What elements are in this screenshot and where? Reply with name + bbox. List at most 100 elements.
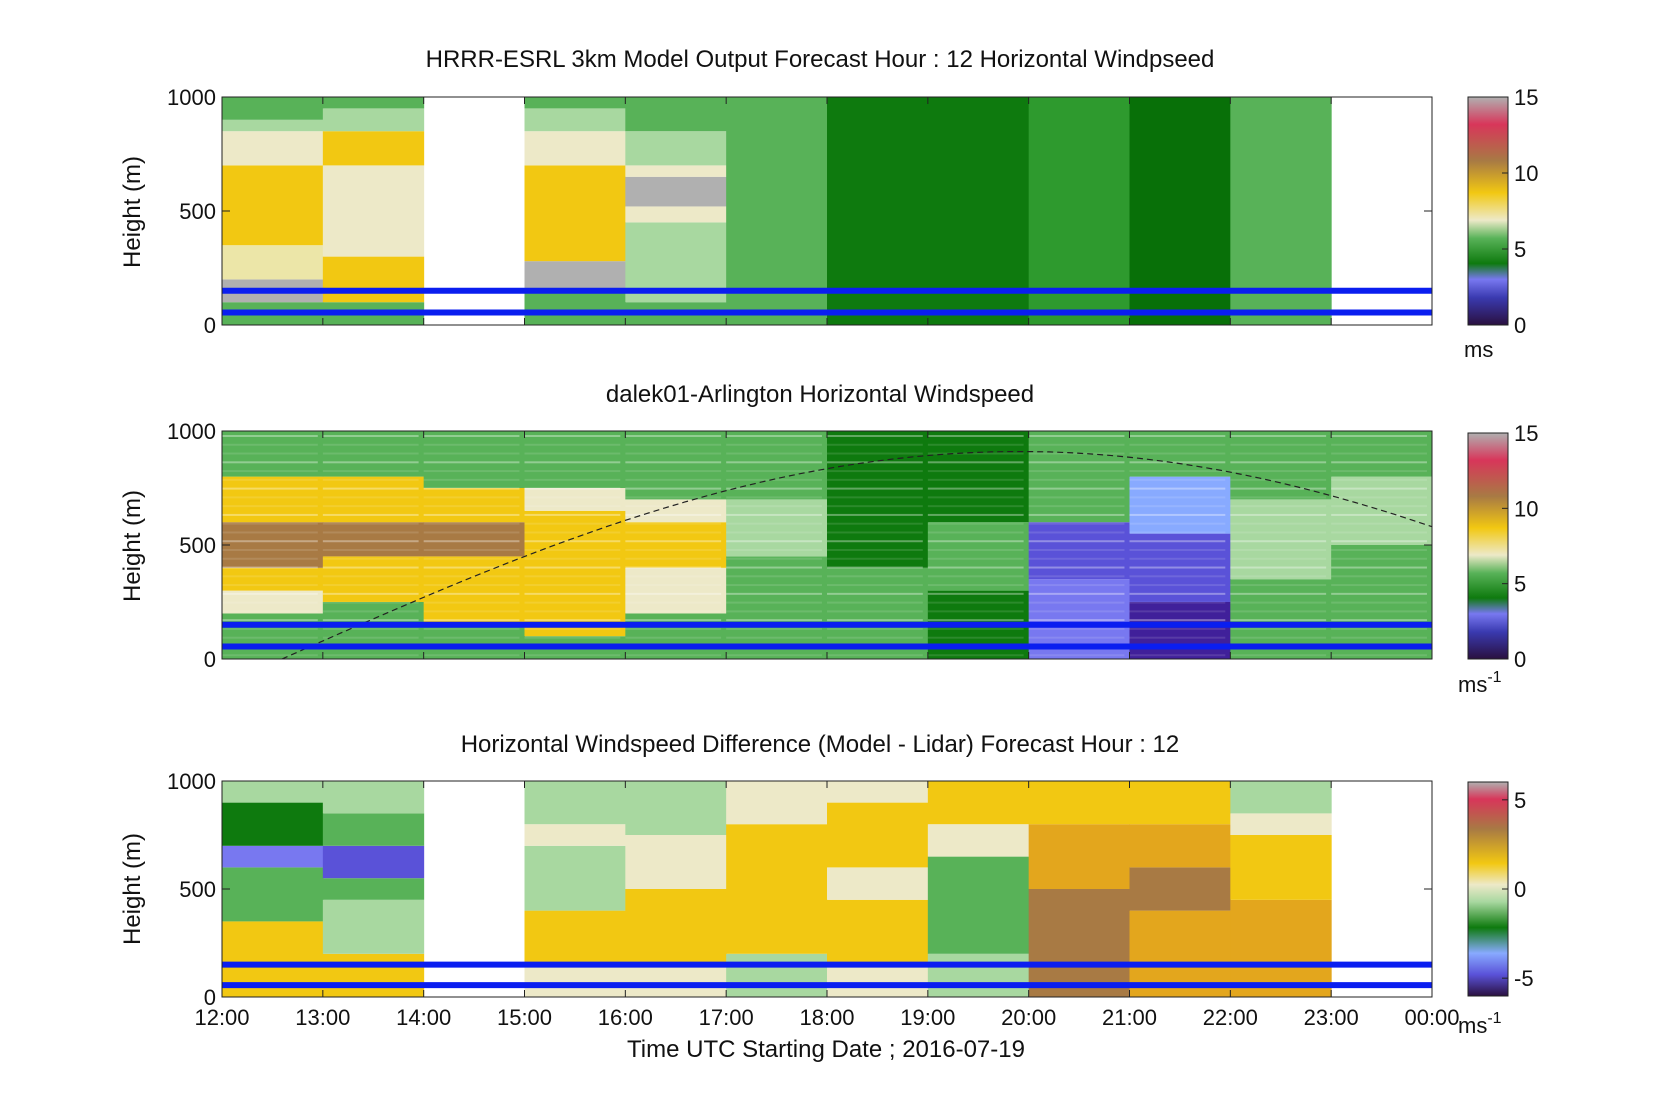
texture-line — [322, 435, 419, 437]
heatmap-cell — [322, 97, 425, 109]
texture-line — [827, 575, 923, 578]
texture-line — [1129, 531, 1226, 534]
texture-line — [625, 487, 722, 490]
texture-line — [625, 610, 722, 613]
texture-line — [927, 452, 1024, 455]
texture-line — [322, 636, 419, 639]
texture-line — [827, 619, 923, 622]
colorbar-tick-label: 5 — [1514, 788, 1526, 813]
texture-line — [927, 566, 1024, 569]
texture-line — [726, 487, 822, 490]
heatmap-cell — [524, 290, 626, 325]
texture-line — [423, 557, 520, 560]
texture-line — [827, 496, 923, 499]
texture-line — [524, 478, 621, 481]
heatmap-cell — [423, 624, 525, 659]
texture-line — [524, 636, 621, 639]
texture-line — [1331, 470, 1427, 473]
texture-line — [827, 531, 923, 534]
texture-line — [927, 470, 1024, 473]
heatmap-cell — [222, 590, 324, 614]
texture-line — [1331, 452, 1427, 455]
colorbar-tick-label: 0 — [1514, 877, 1526, 902]
texture-line — [1331, 461, 1427, 464]
texture-line — [827, 654, 923, 657]
texture-line — [1028, 487, 1125, 490]
texture-line — [1129, 584, 1226, 587]
texture-line — [222, 627, 318, 630]
texture-line — [1028, 584, 1125, 587]
texture-line — [1028, 566, 1125, 569]
texture-line — [927, 636, 1024, 639]
texture-line — [423, 435, 520, 437]
texture-line — [1129, 654, 1226, 657]
texture-line — [423, 627, 520, 630]
heatmap-cell — [222, 476, 324, 523]
texture-line — [524, 575, 621, 578]
texture-line — [1129, 610, 1226, 613]
texture-line — [827, 470, 923, 473]
texture-line — [1028, 452, 1125, 455]
texture-line — [625, 619, 722, 622]
texture-line — [1129, 487, 1226, 490]
texture-line — [1028, 549, 1125, 551]
heatmap-cell — [322, 878, 425, 900]
texture-line — [625, 531, 722, 534]
heatmap-cell — [423, 522, 525, 557]
texture-line — [1331, 513, 1427, 516]
colorbar-tick-label: 15 — [1514, 421, 1538, 446]
heatmap-cell — [524, 781, 626, 825]
heatmap-cell — [322, 522, 425, 557]
texture-line — [524, 549, 621, 551]
texture-line — [423, 496, 520, 499]
heatmap-cell — [625, 206, 727, 223]
texture-line — [1028, 592, 1125, 595]
heatmap-cell — [625, 522, 727, 568]
texture-line — [1028, 522, 1125, 525]
heatmap-cell — [322, 813, 425, 846]
texture-line — [524, 619, 621, 622]
texture-line — [524, 654, 621, 657]
texture-line — [222, 443, 318, 446]
texture-line — [625, 566, 722, 569]
texture-line — [1028, 619, 1125, 622]
plot-area — [221, 96, 1433, 326]
heatmap-cell — [524, 431, 626, 488]
heatmap-cell — [322, 899, 425, 954]
texture-line — [1028, 601, 1125, 604]
texture-line — [222, 513, 318, 516]
texture-line — [1331, 540, 1427, 543]
texture-line — [827, 549, 923, 551]
heatmap-cell — [827, 781, 929, 803]
x-tick-label: 15:00 — [497, 1005, 552, 1030]
heatmap-cell — [827, 867, 929, 900]
texture-line — [726, 557, 822, 560]
texture-line — [625, 540, 722, 543]
heatmap-cell — [222, 867, 324, 922]
texture-line — [524, 461, 621, 464]
texture-line — [927, 443, 1024, 446]
texture-line — [222, 452, 318, 455]
texture-line — [1129, 566, 1226, 569]
texture-line — [322, 627, 419, 630]
texture-line — [927, 610, 1024, 613]
heatmap-cell — [827, 97, 929, 325]
texture-line — [1129, 540, 1226, 543]
texture-line — [1129, 513, 1226, 516]
texture-line — [625, 654, 722, 657]
texture-line — [524, 470, 621, 473]
texture-line — [1028, 575, 1125, 578]
texture-line — [827, 487, 923, 490]
colorbar-tick-label: 10 — [1514, 496, 1538, 521]
y-tick-label: 500 — [179, 533, 216, 558]
texture-line — [524, 452, 621, 455]
texture-line — [222, 540, 318, 543]
heatmap-cell — [625, 165, 727, 177]
texture-line — [1028, 531, 1125, 534]
heatmap-cell — [322, 602, 425, 659]
texture-line — [222, 496, 318, 499]
x-tick-label: 00:00 — [1404, 1005, 1459, 1030]
heatmap-cell — [1331, 545, 1433, 659]
x-tick-label: 19:00 — [900, 1005, 955, 1030]
